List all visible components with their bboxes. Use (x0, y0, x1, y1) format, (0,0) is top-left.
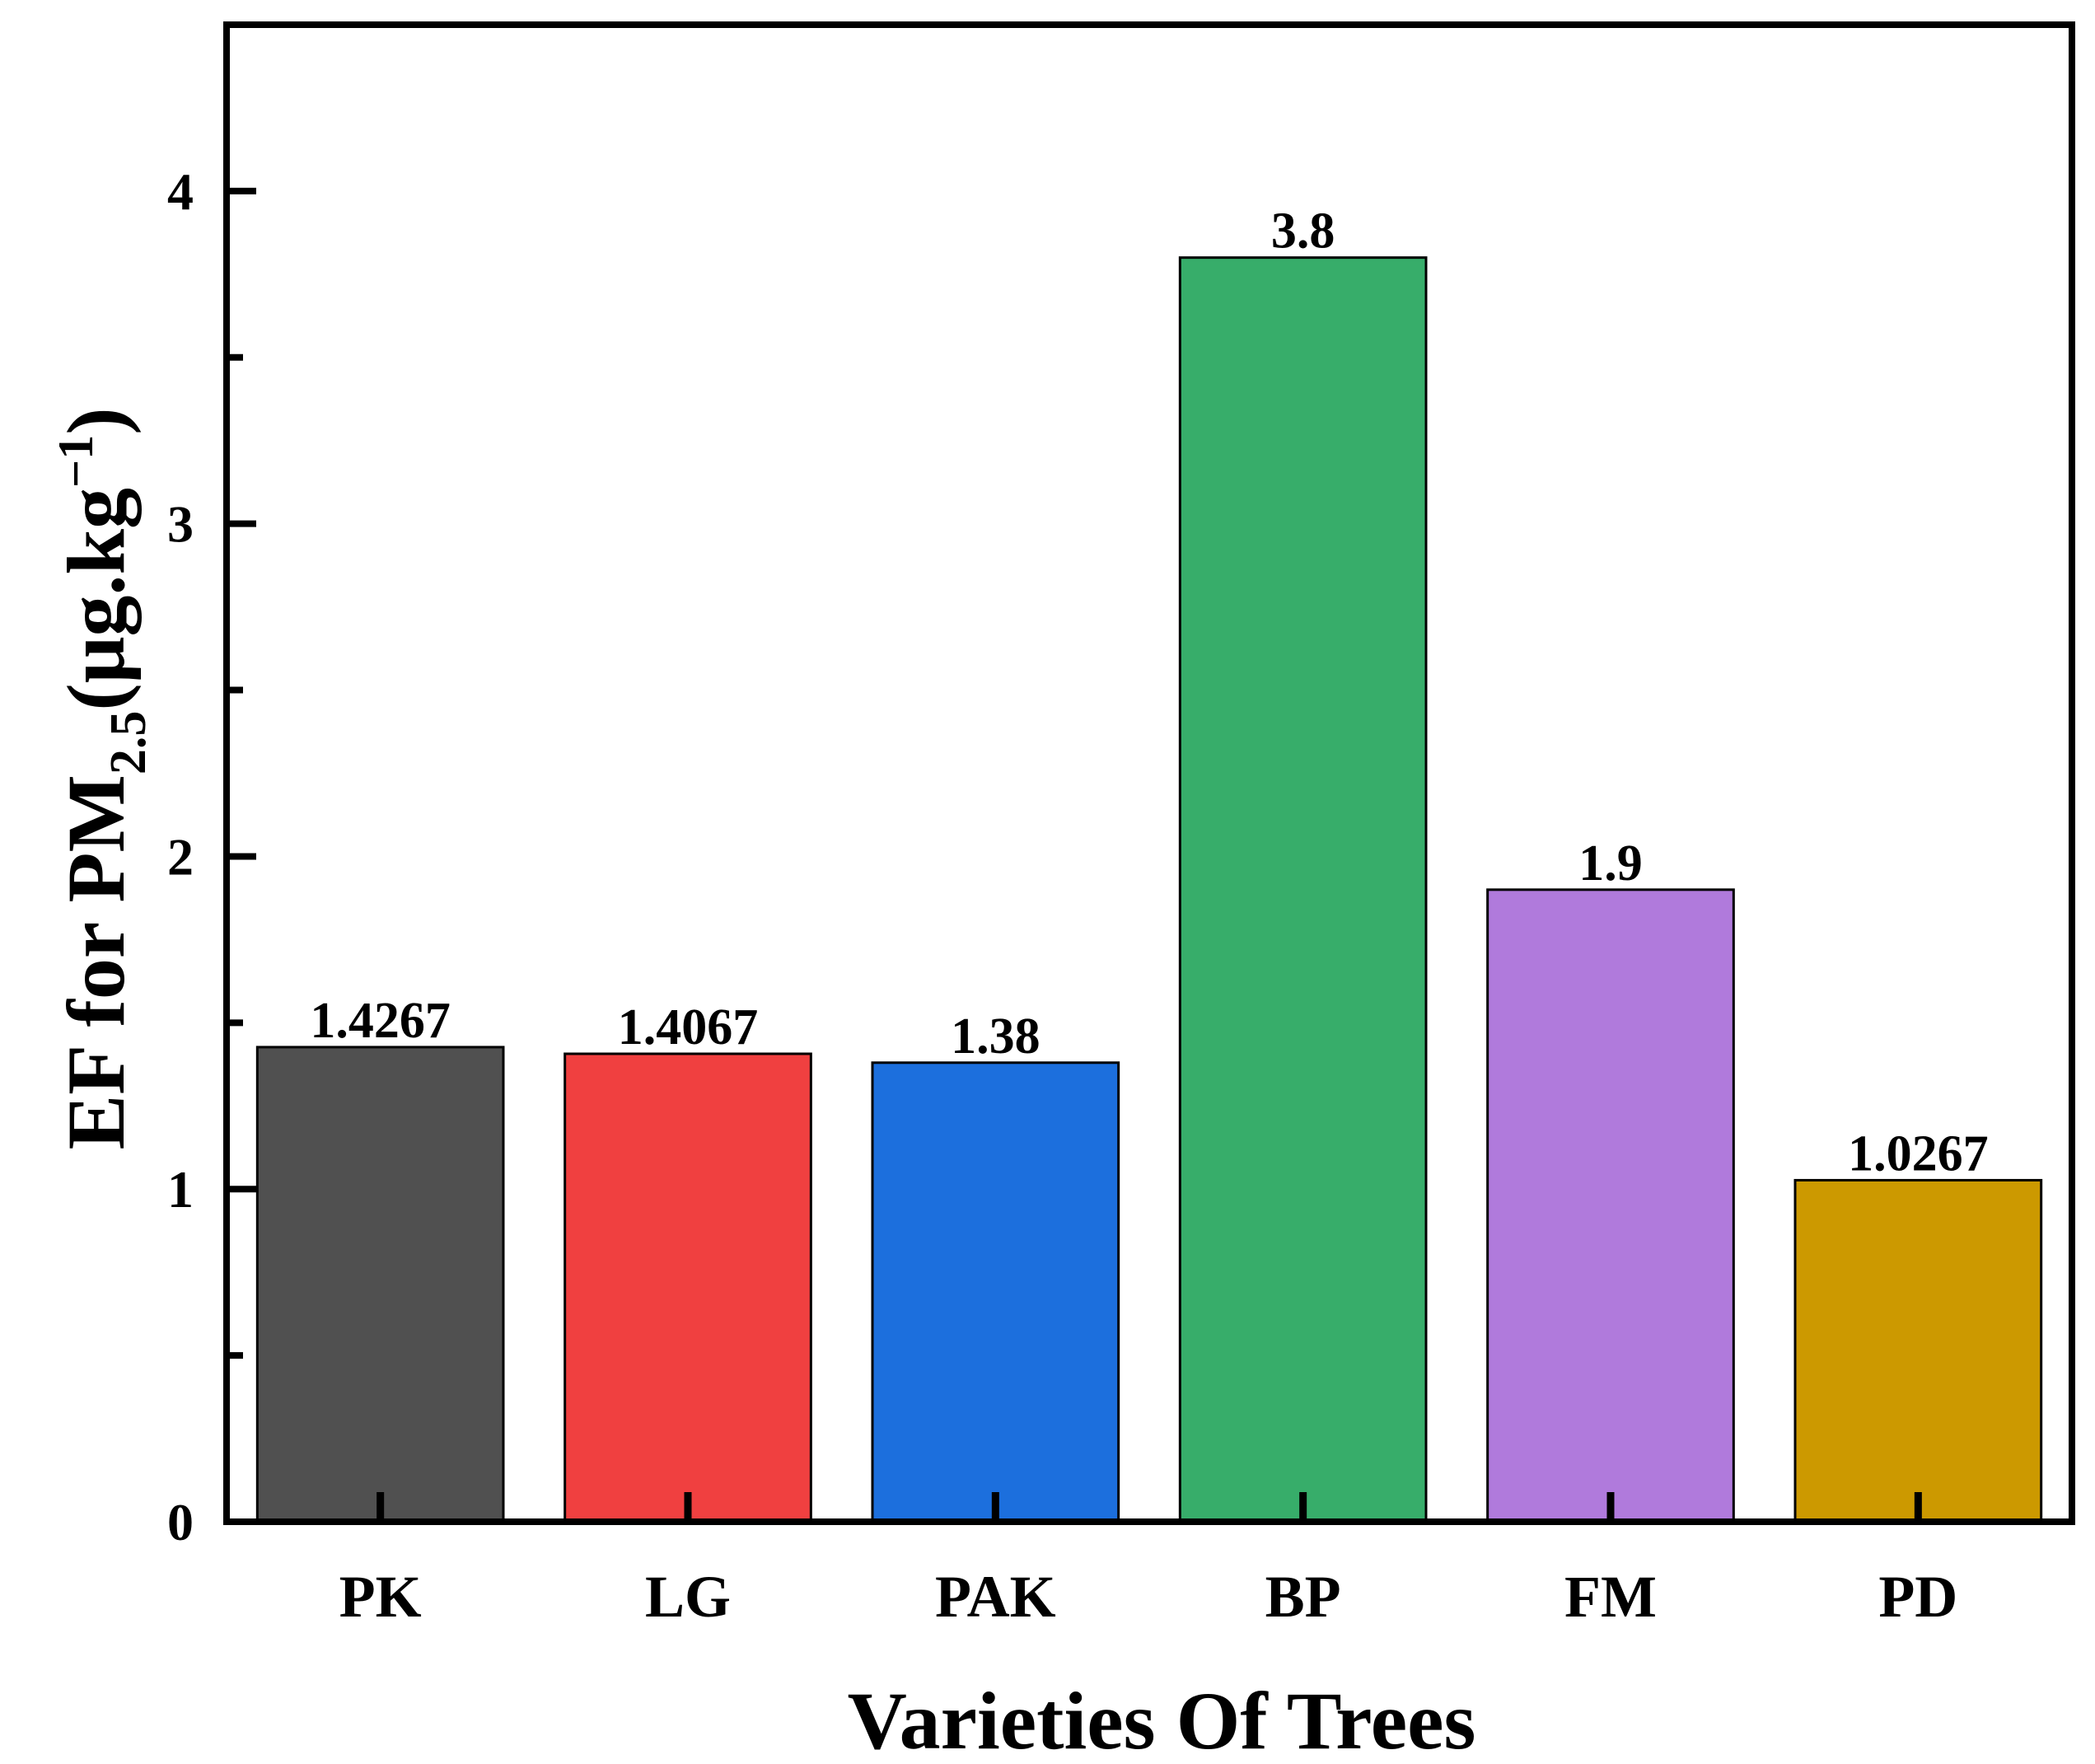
data-label-lg: 1.4067 (618, 999, 759, 1055)
plot-frame (223, 21, 2075, 1525)
bars-layer (255, 256, 2043, 1523)
data-label-pd: 1.0267 (1848, 1125, 1989, 1181)
y-tick-label-3: 3 (167, 495, 194, 554)
bar-lg (563, 1052, 812, 1523)
y-tick-label-1: 1 (167, 1160, 194, 1219)
x-tick-label-lg: LG (645, 1564, 731, 1630)
y-tick-label-2: 2 (167, 827, 194, 886)
data-label-pak: 1.38 (951, 1008, 1040, 1064)
y-axis-title-subscript: 2.5 (101, 711, 157, 775)
x-tick-label-pk: PK (339, 1564, 422, 1630)
bar-pak (871, 1061, 1120, 1523)
y-axis-title-unit-close: ) (50, 407, 142, 434)
x-tick-label-bp: BP (1265, 1564, 1341, 1630)
y-axis-title-unit-open: (μg.kg (50, 488, 142, 711)
x-tick-label-pd: PD (1878, 1564, 1957, 1630)
data-label-bp: 3.8 (1271, 204, 1335, 260)
x-tick-label-fm: FM (1564, 1564, 1657, 1630)
data-label-fm: 1.9 (1578, 835, 1643, 891)
labels-layer: PK 1.4267 LG 1.4067 PAK 1.38 BP 3.8 FM 1.9 PD 1.026… (167, 162, 1989, 1630)
y-axis-title-main: EF for PM (50, 774, 142, 1149)
bar-pd (1793, 1178, 2043, 1523)
data-label-pk: 1.4267 (310, 993, 451, 1049)
bar-pk (255, 1046, 505, 1523)
y-tick-label-0: 0 (167, 1493, 194, 1551)
y-axis-title-superscript: −1 (49, 435, 103, 488)
y-tick-label-4: 4 (167, 162, 194, 221)
x-axis-title: Varieties Of Trees (848, 1675, 1476, 1764)
bar-fm (1486, 888, 1735, 1523)
y-axis-title: EF for PM2.5(μg.kg−1) (49, 407, 157, 1149)
x-tick-label-pak: PAK (935, 1564, 1056, 1630)
bar-bp (1178, 256, 1428, 1523)
